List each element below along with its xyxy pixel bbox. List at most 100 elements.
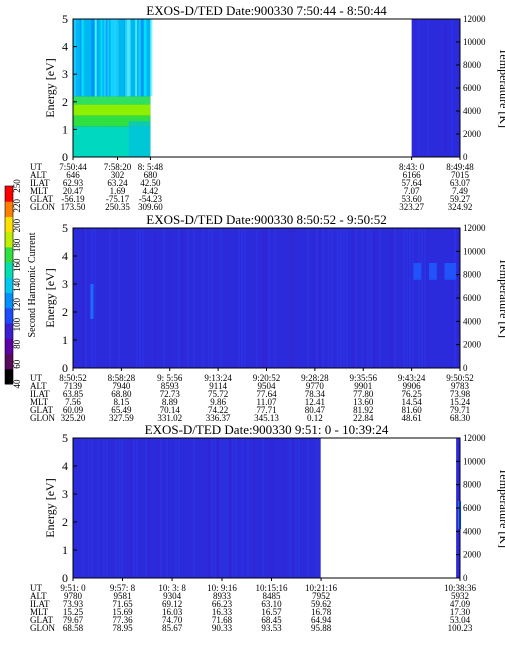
colorbar-segment [5,338,13,355]
colorbar-segment [5,201,13,217]
ephemeris-value: 66.23 [212,599,233,609]
ephemeris-row-label: GLAT [30,405,53,415]
ephemeris-row-label: GLON [30,623,55,633]
colorbar-segment [5,186,13,202]
ephemeris-value: 47.09 [450,599,471,609]
y-tick-label: 5 [62,12,68,26]
y-tick-label: 5 [62,221,68,235]
ephemeris-value: 7.49 [452,186,468,196]
data-coverage-region [73,228,460,368]
y2-tick-label: 4000 [463,316,482,326]
ephemeris-value: 5932 [451,591,469,601]
colorbar-tick-label: 140 [12,278,22,292]
ephemeris-value: 60.09 [63,405,84,415]
y-tick-label: 2 [62,515,68,529]
colorbar-tick-label: 220 [12,199,22,213]
colorbar-segment [5,216,13,233]
y2-tick-label: 8000 [463,480,482,490]
ephemeris-value: 53.04 [450,615,471,625]
y-tick-label: 2 [62,95,68,109]
y-tick-label: 0 [62,150,68,164]
ephemeris-value: 65.49 [111,405,132,415]
y-tick-label: 1 [62,122,68,136]
y-tick-label: 1 [62,543,68,557]
ephemeris-value: 8:49:48 [446,162,474,172]
ephemeris-row-label: ILAT [30,389,50,399]
data-coverage-region [411,19,460,157]
y2-tick-label: 2000 [463,129,482,139]
ephemeris-value: 10:15:16 [256,583,289,593]
ephemeris-value: 75.72 [208,389,228,399]
y2-tick-label: 12000 [463,433,486,443]
ephemeris-value: 93.53 [261,623,282,633]
ephemeris-value: 10:38:36 [444,583,477,593]
ephemeris-value: 71.65 [112,599,133,609]
ephemeris-value: 81.60 [402,405,423,415]
ephemeris-value: 68.58 [63,623,84,633]
panel-title: EXOS-D/TED Date:900330 7:50:44 - 8:50:44 [146,3,387,18]
y2-axis-label: Temperature [K] [497,468,505,548]
ephemeris-value: 10: 3: 8 [158,583,186,593]
ephemeris-value: 9114 [209,381,227,391]
colorbar-label: Second Harmonic Current [27,232,38,337]
colorbar-tick-label: 80 [12,339,22,349]
colorbar-tick-label: 60 [12,359,22,369]
colorbar-tick-label: 40 [12,379,22,389]
ephemeris-value: 9783 [451,381,470,391]
ephemeris-value: 11.07 [257,397,277,407]
spectrogram-panel-2 [72,227,461,371]
y-tick-label: 3 [62,67,68,81]
ephemeris-value: 14.54 [402,397,423,407]
ephemeris-value: 77.80 [353,389,374,399]
ephemeris-value: 7:58:20 [104,162,132,172]
ephemeris-value: 77.64 [256,389,277,399]
ephemeris-value: 59.62 [311,599,331,609]
ephemeris-value: 9:57: 8 [110,583,136,593]
y2-tick-label: 0 [463,152,468,162]
y2-tick-label: 4000 [463,526,482,536]
ephemeris-value: 78.95 [112,623,133,633]
ephemeris-value: -54.23 [139,194,163,204]
ephemeris-value: 71.68 [212,615,233,625]
y2-tick-label: 2000 [463,550,482,560]
ephemeris-value: 302 [111,170,125,180]
y2-tick-label: 10000 [463,456,486,466]
ephemeris-row-label: GLON [30,202,55,212]
ephemeris-value: 8: 5:48 [138,162,164,172]
y2-tick-label: 8000 [463,60,482,70]
ephemeris-value: 323.27 [399,202,424,212]
ephemeris-row-label: ALT [30,381,47,391]
panel-title: EXOS-D/TED Date:900330 9:51: 0 - 10:39:2… [145,422,389,437]
y2-tick-label: 6000 [463,293,482,303]
colorbar-segment [5,231,13,248]
colorbar-segment [5,368,13,385]
ephemeris-value: 6166 [403,170,422,180]
ephemeris-value: 325.20 [61,413,86,423]
ephemeris-row-label: ILAT [30,599,50,609]
ephemeris-value: 0.12 [307,413,323,423]
ephemeris-value: 16.03 [162,607,183,617]
colorbar-segment [5,277,13,294]
colorbar-tick-label: 160 [12,258,22,272]
ephemeris-value: 15.25 [63,607,84,617]
y2-tick-label: 12000 [463,14,486,24]
ephemeris-row-label: UT [30,162,42,172]
ephemeris-value: 250.35 [105,202,130,212]
ephemeris-value: 9: 5:56 [157,373,183,383]
spectrogram-panel-3 [72,437,462,581]
ephemeris-value: 7.56 [65,397,81,407]
ephemeris-value: 10: 9:16 [207,583,237,593]
ephemeris-value: 9901 [354,381,372,391]
ephemeris-value: 680 [144,170,158,180]
ephemeris-value: 78.34 [305,389,326,399]
ephemeris-value: 22.84 [353,413,374,423]
ephemeris-value: 9:43:24 [398,373,426,383]
ephemeris-row-label: UT [30,583,42,593]
y-axis-label: Energy [eV] [43,268,57,327]
ephemeris-value: 7139 [64,381,83,391]
ephemeris-value: 9780 [64,591,83,601]
ephemeris-value: 9.86 [210,397,226,407]
ephemeris-value: 7015 [451,170,470,180]
ephemeris-value: 8.15 [114,397,130,407]
